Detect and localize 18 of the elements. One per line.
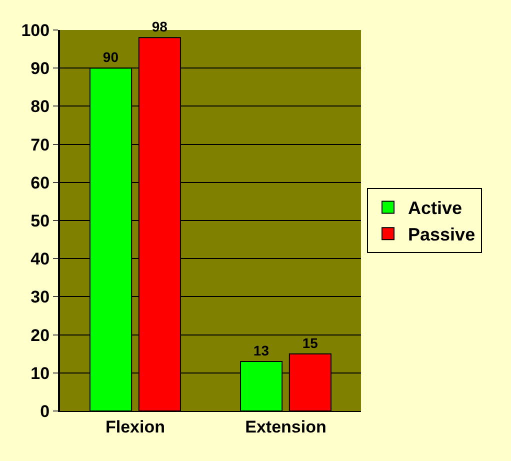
data-label: 90 — [102, 49, 119, 66]
y-tick-label: 60 — [30, 173, 50, 192]
legend-label: Passive — [408, 224, 476, 245]
y-tick-label: 10 — [30, 364, 50, 383]
y-tick-label: 90 — [30, 59, 50, 78]
y-tick-label: 20 — [30, 326, 50, 345]
y-tick-label: 100 — [21, 20, 50, 40]
data-label: 15 — [302, 334, 318, 351]
y-tick-label: 50 — [30, 211, 50, 230]
y-tick-label: 40 — [30, 250, 50, 269]
y-tick-label: 0 — [40, 402, 50, 421]
y-tick-label: 70 — [30, 135, 50, 154]
data-label: 13 — [253, 342, 270, 358]
y-tick-label: 80 — [30, 97, 50, 116]
y-tick-label: 30 — [30, 288, 50, 307]
x-tick-label: Flexion — [105, 417, 166, 436]
legend-label: Active — [408, 198, 462, 218]
x-tick-label: Extension — [245, 417, 326, 436]
